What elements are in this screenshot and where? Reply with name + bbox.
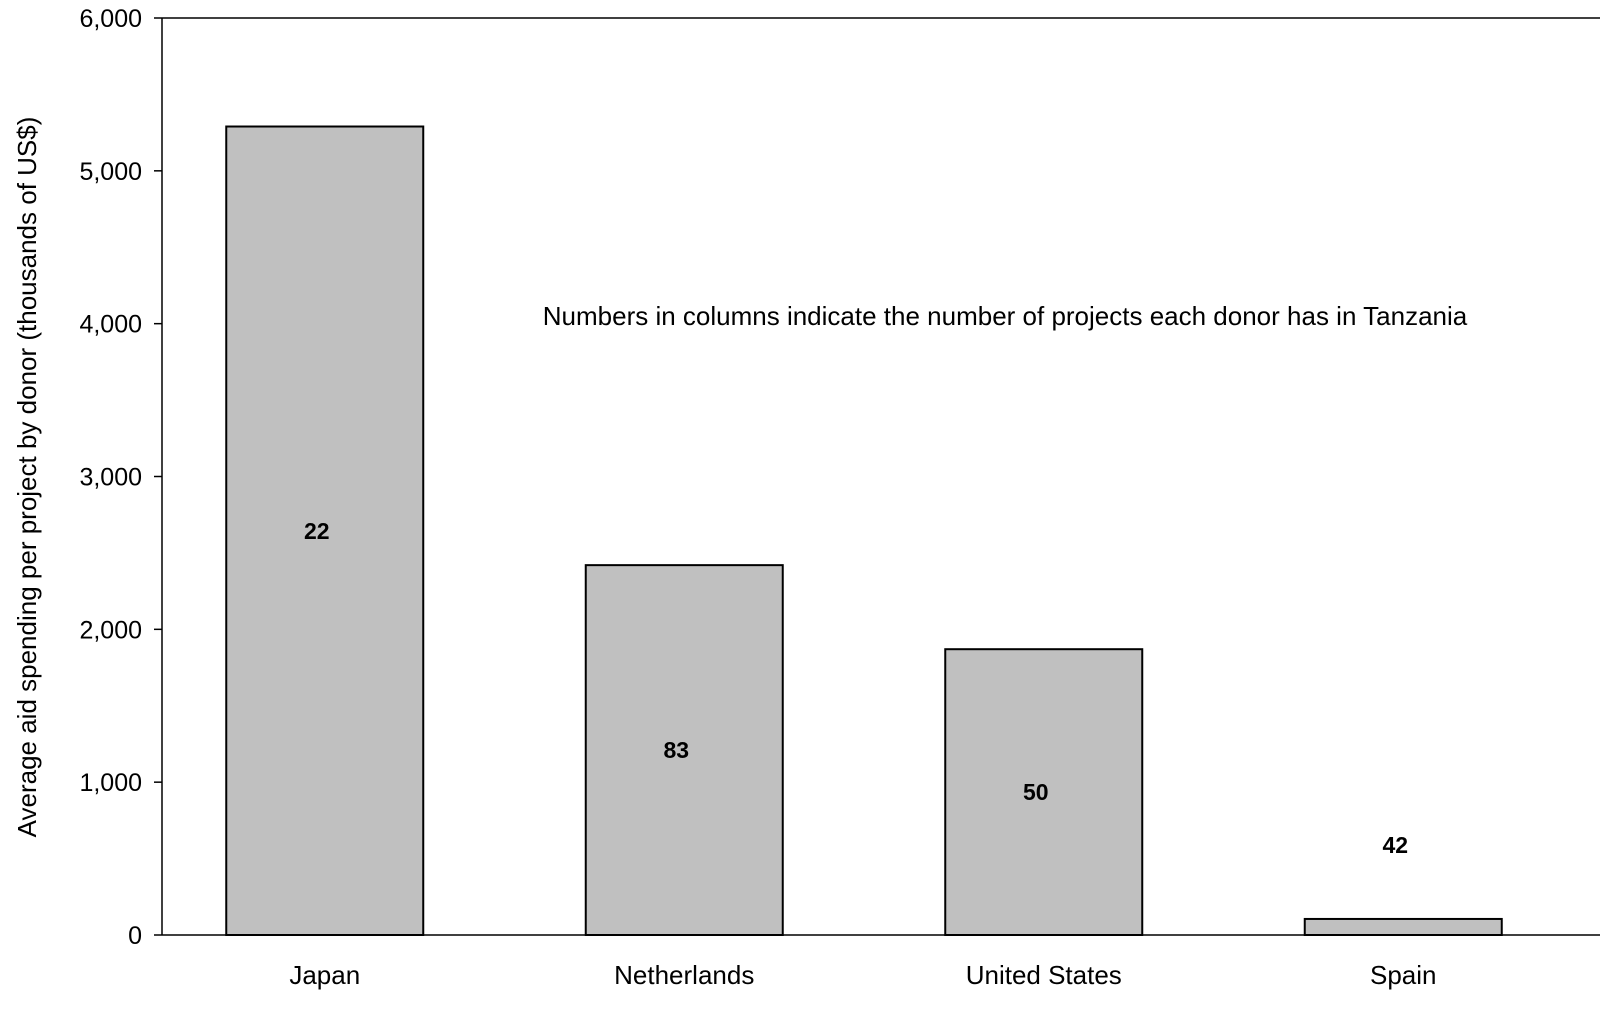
y-tick-label: 6,000 bbox=[79, 5, 142, 33]
y-tick-label: 1,000 bbox=[79, 769, 142, 797]
y-axis-title: Average aid spending per project by dono… bbox=[12, 117, 42, 838]
bar-japan bbox=[225, 125, 425, 937]
x-category-label: Japan bbox=[289, 960, 360, 990]
y-tick-label: 5,000 bbox=[79, 158, 142, 186]
x-category-label: Netherlands bbox=[614, 960, 754, 990]
bar-spain bbox=[1303, 917, 1503, 937]
y-axis-ticks: 0 1,000 2,000 3,000 4,000 5,000 6,000 bbox=[79, 5, 162, 950]
y-tick-label: 2,000 bbox=[79, 616, 142, 644]
x-axis-labels: Japan Netherlands United States Spain bbox=[289, 960, 1436, 990]
x-category-label: Spain bbox=[1370, 960, 1437, 990]
bar-data-label: 83 bbox=[663, 737, 689, 763]
x-category-label: United States bbox=[966, 960, 1122, 990]
chart-annotation: Numbers in columns indicate the number o… bbox=[543, 301, 1468, 331]
bar-data-label: 42 bbox=[1382, 832, 1408, 858]
y-tick-label: 3,000 bbox=[79, 464, 142, 492]
bars-group: 22 83 50 42 bbox=[225, 125, 1503, 937]
bar-data-label: 50 bbox=[1023, 779, 1049, 805]
bar-netherlands bbox=[584, 564, 784, 936]
bar-data-label: 22 bbox=[304, 518, 330, 544]
y-tick-label: 0 bbox=[128, 922, 142, 950]
y-tick-label: 4,000 bbox=[79, 311, 142, 339]
bar-united-states bbox=[944, 648, 1144, 936]
